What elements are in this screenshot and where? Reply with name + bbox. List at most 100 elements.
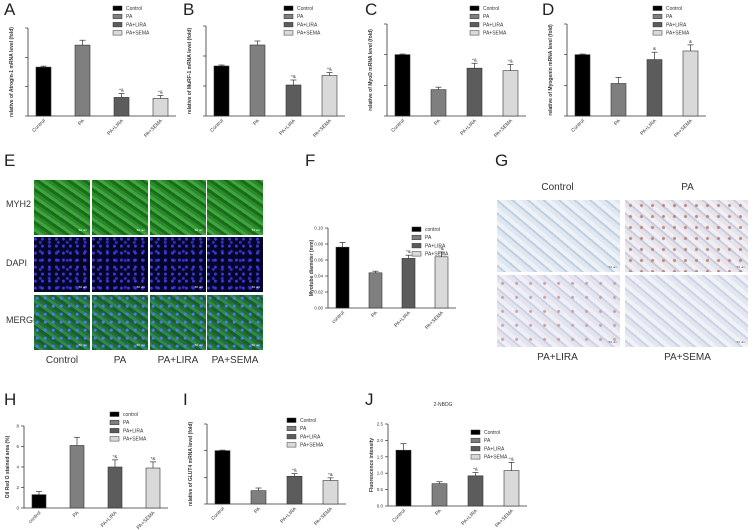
legend-swatch	[283, 5, 294, 11]
staining-image-3: 50 um	[625, 275, 748, 347]
x-tick-label: PA+SEMA	[313, 506, 334, 527]
fluorescence-image-r2-c0: 50 um	[34, 295, 90, 350]
panel-letter-e: E	[4, 151, 16, 170]
bar-control	[31, 494, 47, 509]
row-label-merge: MERGE	[6, 315, 40, 325]
y-tick-label: 1.0	[377, 471, 384, 476]
y-tick-label: 0.5	[377, 487, 384, 492]
col-label-pa-lira: PA+LIRA	[157, 355, 199, 366]
x-tick-label: PA+SEMA	[494, 508, 515, 529]
panel-e-fluorescence: MYH2 DAPI MERGE 50 um 50 um 50 um 50 um 50 u…	[0, 170, 300, 370]
legend-label: PA	[123, 420, 130, 426]
y-tick-label: 0.00	[314, 306, 323, 311]
x-tick-label: PA+LIRA	[100, 510, 119, 529]
fluorescence-image-r0-c0: 50 um	[34, 180, 90, 235]
legend-swatch	[469, 22, 480, 28]
significance-mark: *&	[472, 57, 477, 62]
row-label-myh2: MYH2	[6, 199, 32, 209]
x-tick-label: PA	[72, 510, 81, 519]
chart-atrogin: relative of Atrogin-1 mRNA level (fold) C…	[9, 5, 176, 139]
legend-swatch	[470, 454, 481, 460]
significance-mark: *&	[151, 456, 156, 461]
legend-swatch	[283, 22, 294, 28]
bar-control	[395, 449, 412, 507]
y-axis-label: relative of MyoD mRNA level (fold)	[368, 29, 374, 111]
significance-mark: *&	[327, 67, 332, 72]
significance-mark: *&	[473, 467, 478, 472]
legend-label: PA+SEMA	[126, 31, 150, 37]
chart-glut4: relative of GLUT4 mRNA level (fold) Contr…	[188, 417, 346, 527]
legend-swatch	[469, 30, 480, 36]
legend-swatch	[112, 30, 123, 36]
chart-title: 2-NBDG	[434, 402, 453, 408]
scale-bar-label: 50 um	[78, 343, 87, 347]
bar-pa	[610, 83, 627, 117]
bar-pa-lira	[467, 475, 484, 507]
panel-letter-f: F	[305, 151, 316, 170]
x-tick-label: Control	[31, 118, 47, 134]
x-tick-label: control	[28, 510, 43, 525]
legend-label: PA	[666, 14, 673, 20]
legend-label: PA+LIRA	[666, 22, 687, 28]
x-tick-label: PA	[370, 310, 379, 319]
legend-label: PA	[425, 235, 432, 241]
panel-letter-b: B	[183, 0, 195, 19]
g-label-pa-lira: PA+LIRA	[537, 352, 578, 363]
fluorescence-image-r1-c0: 50 um	[34, 237, 90, 292]
bar-control	[214, 450, 231, 505]
y-axis-label: relative of GLUT4 mRNA level (fold)	[188, 422, 194, 507]
significance-mark: &	[689, 39, 692, 44]
legend-label: Control	[483, 6, 499, 12]
bar-pa	[69, 445, 85, 509]
fluorescence-image-r2-c3: 50 um	[207, 295, 263, 350]
x-tick-label: PA+SEMA	[143, 118, 164, 139]
bar-pa	[430, 89, 447, 117]
g-label-pa-sema: PA+SEMA	[664, 352, 711, 363]
chart-oil-red: 0 2 4 6 8 Oil Red O stained area (%) control PA…	[5, 411, 168, 530]
bar-pa	[74, 44, 91, 117]
legend-label: PA+SEMA	[425, 252, 449, 258]
legend-swatch	[109, 411, 120, 417]
bar-control	[574, 54, 591, 117]
x-tick-label: Control	[209, 118, 225, 134]
y-axis-label: Fluorescence intensity	[369, 438, 375, 492]
x-tick-label: PA+SEMA	[673, 118, 694, 139]
y-tick-label: 2.0	[377, 438, 384, 443]
x-tick-label: PA+LIRA	[639, 118, 658, 137]
bar-control	[213, 65, 230, 117]
legend-label: PA+LIRA	[484, 446, 505, 452]
y-tick-label: 0.02	[314, 290, 323, 295]
y-tick-label: 2.5	[377, 422, 384, 427]
x-tick-label: Control	[391, 508, 407, 524]
chart-myod: relative of MyoD mRNA level (fold) Contro…	[368, 5, 526, 139]
legend-swatch	[283, 30, 294, 36]
scale-bar-label: 50 um	[136, 285, 145, 289]
panel-letter-c: C	[365, 0, 378, 19]
legend-swatch	[469, 13, 480, 19]
col-label-control: Control	[45, 355, 79, 366]
panel-g-oil-red: Control PA 50 um 50 um 50 um 50 um PA+LIRA …	[490, 170, 753, 380]
significance-mark: *&	[508, 58, 513, 63]
y-axis-label: Oil Red O stained area (%)	[5, 435, 11, 498]
legend-label: control	[425, 227, 440, 233]
x-tick-label: PA	[77, 118, 86, 127]
fluorescence-image-r0-c1: 50 um	[92, 180, 148, 235]
y-axis-label: Myotube diameter (mm)	[309, 239, 315, 296]
legend-label: Control	[484, 430, 500, 436]
legend-swatch	[411, 243, 422, 249]
x-tick-label: Control	[570, 118, 586, 134]
staining-image-1: 50 um	[625, 200, 748, 272]
legend-label: PA+SEMA	[484, 455, 508, 461]
legend-label: PA	[484, 438, 491, 444]
legend-label: PA	[126, 14, 133, 20]
col-label-pa: PA	[113, 355, 127, 366]
bar-control	[394, 54, 411, 117]
x-tick-label: PA	[252, 118, 261, 127]
legend-label: Control	[126, 6, 142, 12]
x-tick-label: PA+LIRA	[393, 310, 412, 329]
panel-letter-d: D	[542, 0, 555, 19]
col-label-pa-sema: PA+SEMA	[211, 355, 259, 366]
legend-swatch	[286, 425, 297, 431]
legend-swatch	[411, 251, 422, 257]
legend-swatch	[652, 13, 663, 19]
